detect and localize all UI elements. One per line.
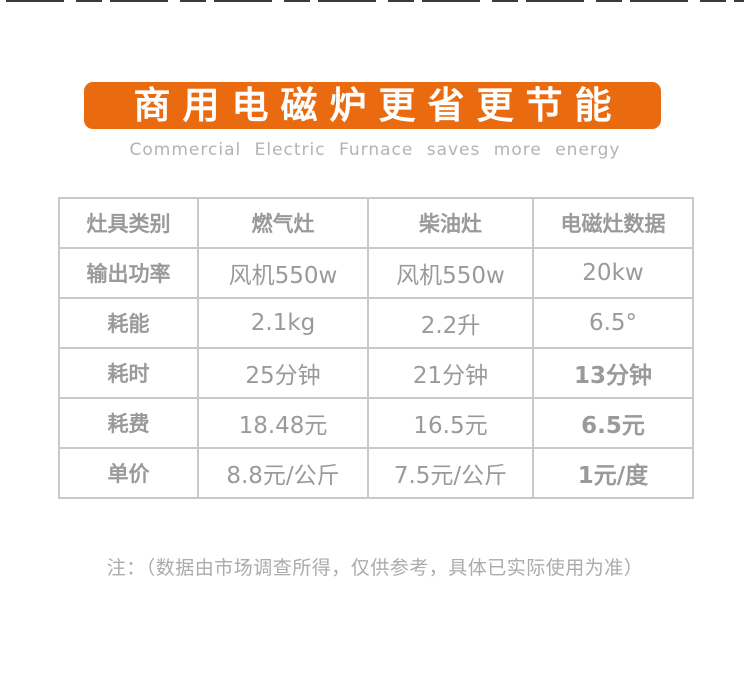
cell-gas-time: 25分钟: [197, 347, 369, 399]
cell-gas-cost: 18.48元: [197, 397, 369, 449]
row-label-output-power: 输出功率: [58, 247, 199, 299]
table-header-row: 灶具类别 燃气灶 柴油灶 电磁灶数据: [58, 197, 694, 249]
cell-induction-cost-highlight: 6.5元: [532, 397, 694, 449]
cell-gas-unit-price: 8.8元/公斤: [197, 447, 369, 499]
row-label-time-used: 耗时: [58, 347, 199, 399]
row-label-energy-consumption: 耗能: [58, 297, 199, 349]
header-stove-type: 灶具类别: [58, 197, 199, 249]
headline-banner: 商用电磁炉更省更节能: [84, 82, 661, 129]
cell-gas-output-power: 风机550w: [197, 247, 369, 299]
banner-title: 商用电磁炉更省更节能: [133, 84, 624, 127]
table-row: 耗费 18.48元 16.5元 6.5元: [58, 397, 694, 449]
cell-diesel-time: 21分钟: [367, 347, 534, 399]
footnote: 注：（数据由市场调查所得，仅供参考，具体已实际使用为准）: [106, 557, 644, 579]
cell-diesel-unit-price: 7.5元/公斤: [367, 447, 534, 499]
top-crop-remnant-line: [6, 0, 744, 2]
cell-induction-time-highlight: 13分钟: [532, 347, 694, 399]
cell-induction-output-power: 20kw: [532, 247, 694, 299]
banner-subtitle: Commercial Electric Furnace saves more e…: [129, 140, 621, 160]
table-row: 单价 8.8元/公斤 7.5元/公斤 1元/度: [58, 447, 694, 499]
cell-diesel-cost: 16.5元: [367, 397, 534, 449]
header-induction-stove-data: 电磁灶数据: [532, 197, 694, 249]
stove-comparison-table: 灶具类别 燃气灶 柴油灶 电磁灶数据 输出功率 风机550w 风机550w 20…: [58, 197, 694, 499]
header-diesel-stove: 柴油灶: [367, 197, 534, 249]
cell-gas-energy: 2.1kg: [197, 297, 369, 349]
table-row: 输出功率 风机550w 风机550w 20kw: [58, 247, 694, 299]
cell-diesel-energy: 2.2升: [367, 297, 534, 349]
row-label-unit-price: 单价: [58, 447, 199, 499]
table-row: 耗时 25分钟 21分钟 13分钟: [58, 347, 694, 399]
table-row: 耗能 2.1kg 2.2升 6.5°: [58, 297, 694, 349]
cell-diesel-output-power: 风机550w: [367, 247, 534, 299]
header-gas-stove: 燃气灶: [197, 197, 369, 249]
row-label-cost: 耗费: [58, 397, 199, 449]
cell-induction-unit-price-highlight: 1元/度: [532, 447, 694, 499]
cell-induction-energy: 6.5°: [532, 297, 694, 349]
